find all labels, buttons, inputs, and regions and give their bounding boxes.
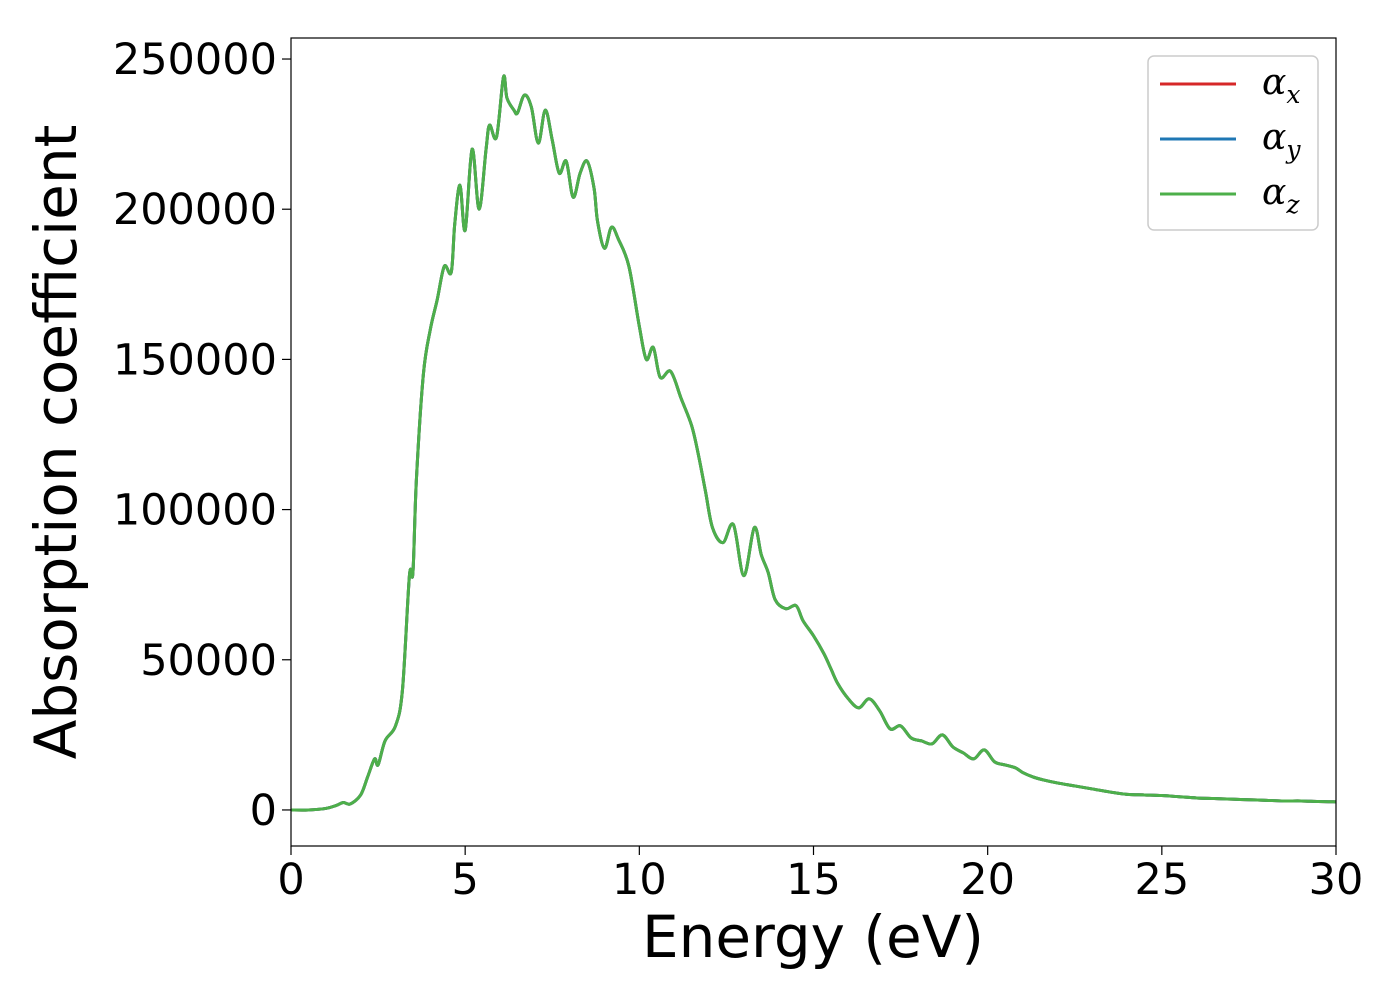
y-tick-label: 0: [250, 786, 277, 836]
series-line-z: [290, 74, 1337, 812]
x-tick-label: 10: [612, 855, 667, 905]
y-tick-label: 100000: [113, 486, 277, 536]
y-axis-title: Absorption coefficient: [22, 125, 90, 760]
series-layer: [290, 74, 1337, 812]
x-tick-label: 30: [1309, 855, 1364, 905]
legend-label-x: αx: [1262, 62, 1300, 109]
x-axis-title: Energy (eV): [642, 903, 984, 971]
legend-label-y: αy: [1262, 117, 1301, 164]
y-tick-label: 50000: [140, 636, 277, 686]
y-tick-label: 250000: [113, 35, 277, 85]
legend-box: [1147, 55, 1319, 231]
x-tick-label: 20: [960, 855, 1015, 905]
x-tick-label: 5: [451, 855, 478, 905]
x-tick-label: 0: [277, 855, 304, 905]
y-tick-label: 200000: [113, 185, 277, 235]
legend: αx αy αz: [1147, 55, 1319, 231]
x-tick-label: 15: [786, 855, 841, 905]
y-axis-ticks: 0 50000 100000 150000 200000 250000: [113, 35, 291, 836]
x-tick-label: 25: [1134, 855, 1189, 905]
legend-label-z: αz: [1262, 172, 1300, 219]
y-tick-label: 150000: [113, 335, 277, 385]
x-axis-ticks: 0 5 10 15 20 25 30: [277, 846, 1363, 905]
